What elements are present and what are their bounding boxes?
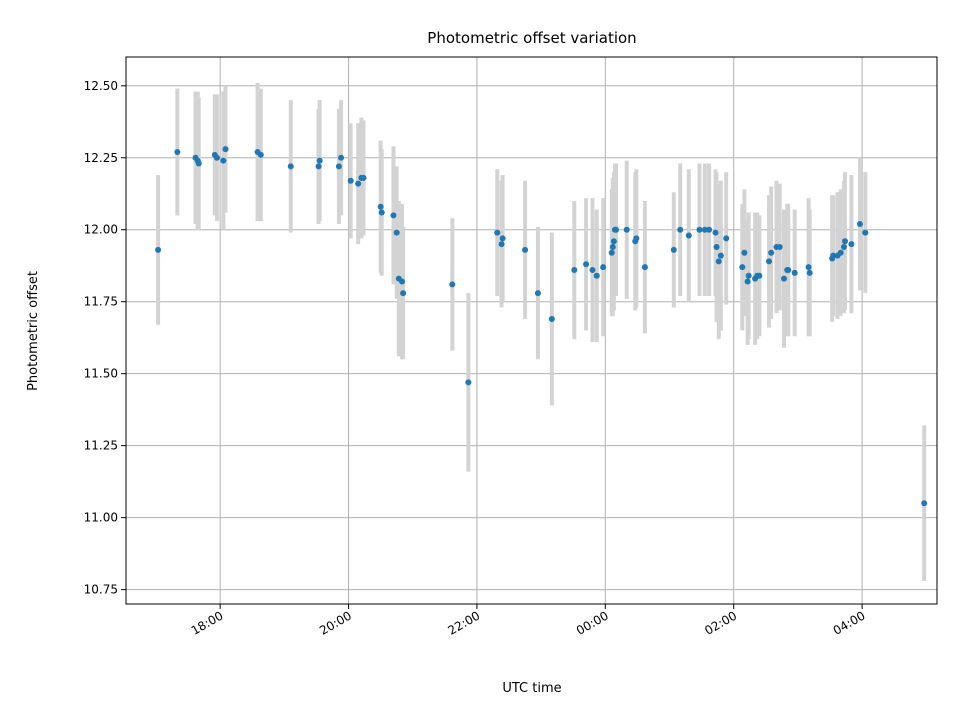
data-point <box>745 272 752 279</box>
data-point <box>465 379 472 386</box>
data-point <box>766 258 773 265</box>
data-point <box>393 229 400 236</box>
data-point <box>499 235 506 242</box>
data-point <box>633 235 640 242</box>
y-tick-label: 10.75 <box>84 583 118 597</box>
data-point <box>287 163 294 170</box>
data-point <box>781 275 788 282</box>
data-point <box>360 174 367 181</box>
data-point <box>862 229 869 236</box>
data-point <box>670 246 677 253</box>
data-point <box>856 220 863 227</box>
data-point <box>494 229 501 236</box>
data-point <box>701 226 708 233</box>
data-point <box>155 246 162 253</box>
data-point <box>220 157 227 164</box>
data-point <box>335 163 342 170</box>
data-point <box>744 278 751 285</box>
y-tick-label: 11.75 <box>84 295 118 309</box>
data-point <box>756 272 763 279</box>
data-point <box>613 226 620 233</box>
data-point <box>723 235 730 242</box>
data-point <box>378 209 385 216</box>
y-tick-label: 12.00 <box>84 223 118 237</box>
data-point <box>830 252 837 259</box>
data-point <box>377 203 384 210</box>
data-point <box>641 264 648 271</box>
data-point <box>338 154 345 161</box>
data-point <box>400 290 407 297</box>
data-point <box>257 151 264 158</box>
data-point <box>848 241 855 248</box>
chart-title: Photometric offset variation <box>427 29 636 47</box>
data-point <box>355 180 362 187</box>
y-tick-label: 12.50 <box>84 79 118 93</box>
data-point <box>522 246 529 253</box>
data-points <box>155 146 928 507</box>
data-point <box>390 212 397 219</box>
data-point <box>623 226 630 233</box>
data-point <box>347 177 354 184</box>
y-tick-label: 11.00 <box>84 511 118 525</box>
data-point <box>715 258 722 265</box>
data-point <box>840 244 847 251</box>
data-point <box>600 264 607 271</box>
data-point <box>498 241 505 248</box>
y-axis-label: Photometric offset <box>26 271 41 391</box>
data-point <box>213 154 220 161</box>
data-point <box>548 315 555 322</box>
data-point <box>589 267 596 274</box>
data-point <box>785 267 792 274</box>
data-point <box>222 146 229 153</box>
data-point <box>741 249 748 256</box>
data-point <box>571 267 578 274</box>
x-axis-label: UTC time <box>502 681 561 696</box>
data-point <box>713 244 720 251</box>
data-point <box>841 238 848 245</box>
data-point <box>610 238 617 245</box>
data-point <box>806 269 813 276</box>
data-point <box>791 269 798 276</box>
data-point <box>739 264 746 271</box>
data-point <box>316 157 323 164</box>
data-point <box>805 264 812 271</box>
data-point <box>609 244 616 251</box>
data-point <box>776 244 783 251</box>
data-point <box>717 252 724 259</box>
data-point <box>712 229 719 236</box>
data-point <box>768 249 775 256</box>
data-point <box>174 149 181 156</box>
data-point <box>315 163 322 170</box>
data-point <box>534 290 541 297</box>
y-axis-ticks: 10.75 11.00 11.25 11.50 11.75 12.00 12.25 12.50 <box>84 79 126 597</box>
plot-frame <box>125 56 938 605</box>
data-point <box>921 500 928 507</box>
data-point <box>685 232 692 239</box>
data-point <box>399 278 406 285</box>
data-point <box>608 249 615 256</box>
data-point <box>696 226 703 233</box>
data-point <box>837 249 844 256</box>
data-point <box>195 160 202 167</box>
y-tick-label: 11.25 <box>84 439 118 453</box>
data-point <box>677 226 684 233</box>
y-tick-label: 11.50 <box>84 367 118 381</box>
data-point <box>449 281 456 288</box>
grid <box>126 57 937 604</box>
data-point <box>706 226 713 233</box>
y-tick-label: 12.25 <box>84 151 118 165</box>
data-point <box>583 261 590 268</box>
data-point <box>593 272 600 279</box>
